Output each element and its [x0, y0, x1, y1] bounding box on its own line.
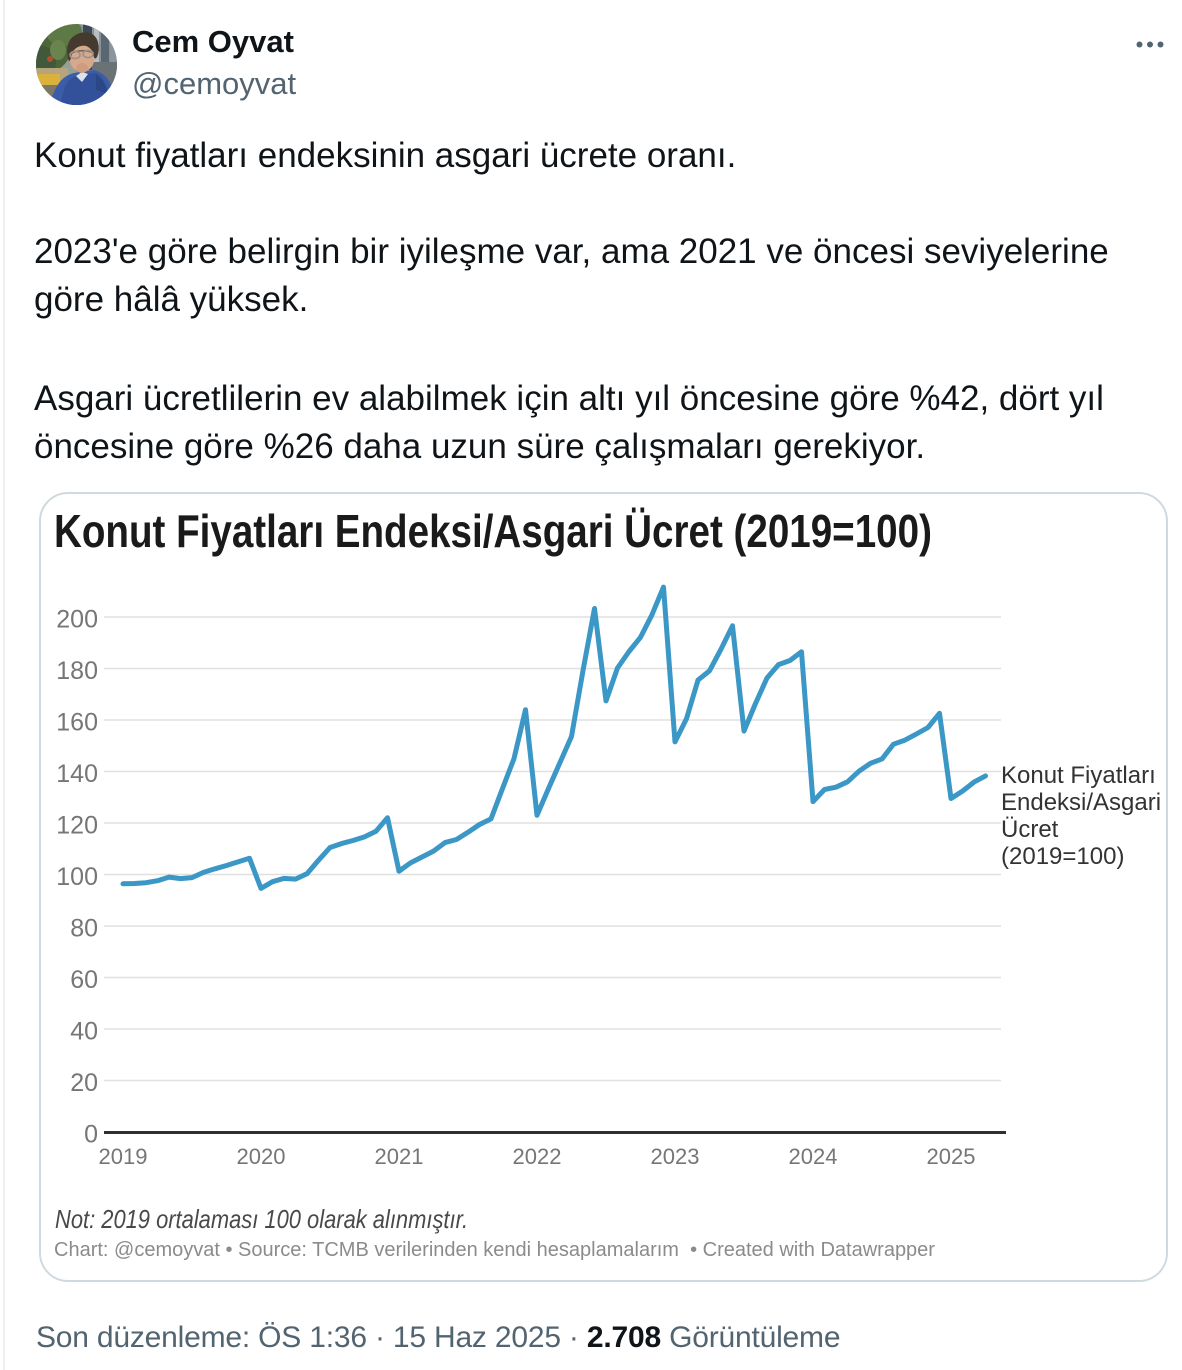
svg-text:160: 160 [56, 709, 98, 737]
svg-text:180: 180 [56, 657, 98, 685]
svg-text:2019: 2019 [99, 1144, 148, 1169]
svg-text:2020: 2020 [237, 1144, 286, 1169]
svg-text:2025: 2025 [927, 1144, 976, 1169]
svg-text:100: 100 [56, 863, 98, 891]
svg-text:Chart: @cemoyvat • Source: TCM: Chart: @cemoyvat • Source: TCMB verileri… [54, 1239, 935, 1261]
svg-text:2023: 2023 [651, 1144, 700, 1169]
svg-text:Ücret: Ücret [1001, 816, 1059, 843]
svg-text:2022: 2022 [513, 1144, 562, 1169]
svg-text:20: 20 [70, 1069, 98, 1097]
svg-text:60: 60 [70, 966, 98, 994]
svg-text:Konut Fiyatları: Konut Fiyatları [1001, 762, 1156, 789]
svg-text:140: 140 [56, 760, 98, 788]
svg-text:Endeksi/Asgari: Endeksi/Asgari [1001, 789, 1161, 816]
svg-text:120: 120 [56, 812, 98, 840]
svg-text:2021: 2021 [375, 1144, 424, 1169]
svg-text:80: 80 [70, 915, 98, 943]
svg-text:Konut Fiyatları Endeksi/Asgari: Konut Fiyatları Endeksi/Asgari Ücret (20… [54, 506, 932, 557]
svg-text:2024: 2024 [789, 1144, 838, 1169]
svg-text:Not: 2019 ortalaması 100 olara: Not: 2019 ortalaması 100 olarak alınmışt… [55, 1205, 468, 1234]
svg-text:200: 200 [56, 606, 98, 634]
svg-text:(2019=100): (2019=100) [1001, 843, 1124, 870]
svg-text:0: 0 [84, 1121, 98, 1149]
svg-text:40: 40 [70, 1018, 98, 1046]
